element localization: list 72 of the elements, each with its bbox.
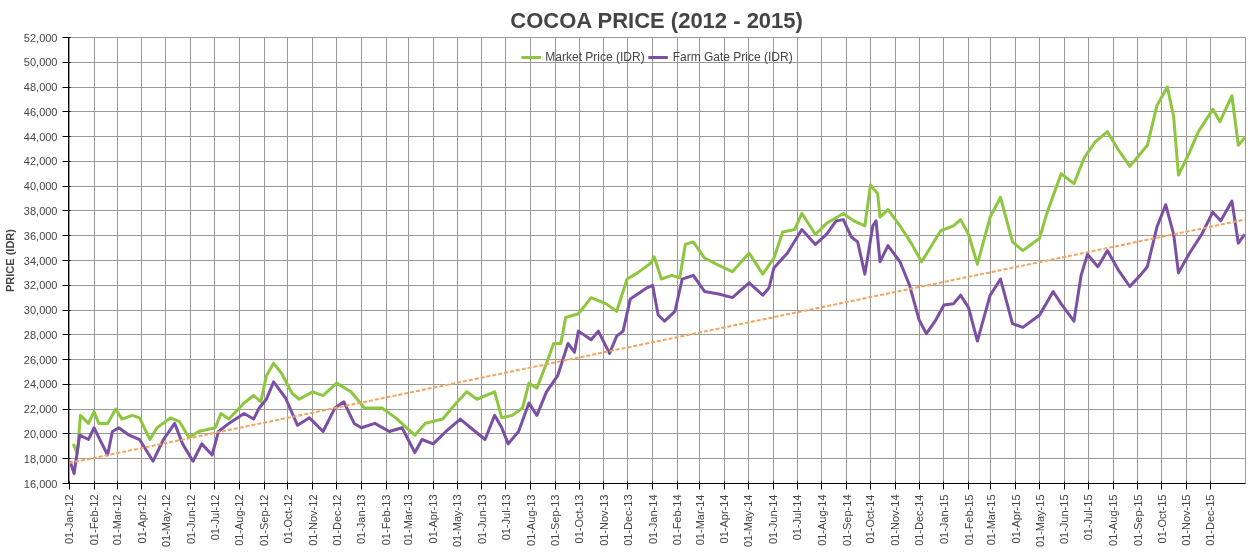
y-tick-label: 34,000 — [23, 254, 58, 267]
y-tick-label: 38,000 — [23, 204, 58, 217]
x-tick-label: 01-May-12 — [159, 494, 172, 548]
x-tick-label: 01-Aug-14 — [815, 494, 828, 546]
x-tick-label: 01-Mar-12 — [111, 494, 124, 546]
y-tick-label: 26,000 — [23, 353, 58, 366]
x-tick-label: 01-Oct-14 — [864, 494, 877, 544]
y-tick-label: 30,000 — [23, 304, 58, 317]
x-tick-label: 01-Jul-15 — [1082, 494, 1095, 541]
x-tick-label: 01-Feb-13 — [380, 494, 393, 546]
x-tick-label: 01-Jun-12 — [184, 494, 197, 545]
x-tick-label: 01-Jan-14 — [646, 494, 659, 545]
x-tick-label: 01-Jul-13 — [499, 494, 512, 541]
x-tick-label: 01-Oct-12 — [281, 494, 294, 544]
x-tick-label: 01-Apr-12 — [135, 494, 148, 544]
y-tick-label: 20,000 — [23, 427, 58, 440]
y-tick-label: 22,000 — [23, 403, 58, 416]
y-tick-label: 42,000 — [23, 155, 58, 168]
x-tick-label: 01-Feb-14 — [671, 494, 684, 546]
x-tick-label: 01-Oct-13 — [573, 494, 586, 544]
y-tick-label: 24,000 — [23, 378, 58, 391]
y-tick-label: 28,000 — [23, 328, 58, 341]
x-tick-label: 01-Mar-15 — [984, 494, 997, 546]
x-tick-label: 01-Feb-15 — [962, 494, 975, 546]
x-tick-label: 01-Jun-14 — [767, 494, 780, 545]
x-tick-label: 01-Mar-14 — [693, 494, 706, 546]
x-tick-label: 01-Aug-15 — [1107, 494, 1120, 546]
x-tick-label: 01-Nov-14 — [889, 494, 902, 546]
x-tick-label: 01-May-15 — [1033, 494, 1046, 548]
x-tick-label: 01-Sep-12 — [258, 494, 270, 546]
x-tick-label: 01-Oct-15 — [1155, 494, 1168, 544]
y-tick-label: 18,000 — [23, 452, 58, 465]
legend-label: Market Price (IDR) — [545, 50, 645, 64]
line-series — [71, 85, 1246, 456]
x-tick-label: 01-Feb-12 — [88, 494, 101, 546]
y-tick-label: 46,000 — [23, 105, 58, 118]
x-tick-label: 01-Jan-13 — [355, 494, 368, 545]
y-tick-label: 48,000 — [23, 81, 58, 94]
y-tick-label: 32,000 — [23, 279, 58, 292]
x-tick-label: 01-Aug-12 — [233, 494, 246, 546]
x-tick-label: 01-Nov-12 — [306, 494, 319, 546]
y-tick-label: 16,000 — [23, 477, 58, 490]
x-tick-label: 01-Dec-14 — [913, 494, 926, 546]
y-tick-label: 40,000 — [23, 180, 58, 193]
y-axis-title: PRICE (IDR) — [3, 228, 16, 292]
x-tick-label: 01-Dec-13 — [621, 494, 634, 546]
chart-title: COCOA PRICE (2012 - 2015) — [510, 7, 803, 33]
x-tick-label: 01-Jul-14 — [791, 494, 804, 541]
x-tick-label: 01-Sep-15 — [1131, 494, 1144, 546]
x-tick-label: 01-Dec-15 — [1204, 494, 1217, 546]
x-tick-label: 01-Aug-13 — [524, 494, 537, 546]
x-tick-label: 01-Mar-13 — [402, 494, 415, 546]
x-tick-label: 01-Apr-13 — [427, 494, 440, 544]
x-tick-label: 01-Dec-12 — [330, 494, 343, 546]
x-tick-label: 01-Sep-14 — [840, 494, 853, 546]
y-tick-label: 50,000 — [23, 56, 58, 69]
x-tick-label: 01-Jun-13 — [475, 494, 488, 545]
x-tick-label: 01-Jul-12 — [208, 494, 221, 541]
x-tick-label: 01-Jan-15 — [937, 494, 950, 545]
x-tick-label: 01-Apr-14 — [718, 494, 731, 544]
x-tick-label: 01-Nov-13 — [597, 494, 610, 546]
x-tick-label: 01-May-13 — [451, 494, 464, 548]
x-tick-label: 01-Apr-15 — [1009, 494, 1022, 544]
y-tick-label: 44,000 — [23, 130, 58, 143]
y-tick-label: 52,000 — [23, 31, 58, 44]
x-tick-label: 01-Nov-15 — [1180, 494, 1193, 546]
x-tick-label: 01-Jan-12 — [63, 494, 76, 545]
legend-label: Farm Gate Price (IDR) — [672, 50, 793, 64]
y-tick-label: 36,000 — [23, 229, 58, 242]
x-tick-label: 01-Sep-13 — [549, 494, 562, 546]
x-tick-label: 01-May-14 — [742, 494, 755, 548]
x-tick-label: 01-Jun-15 — [1058, 494, 1071, 545]
